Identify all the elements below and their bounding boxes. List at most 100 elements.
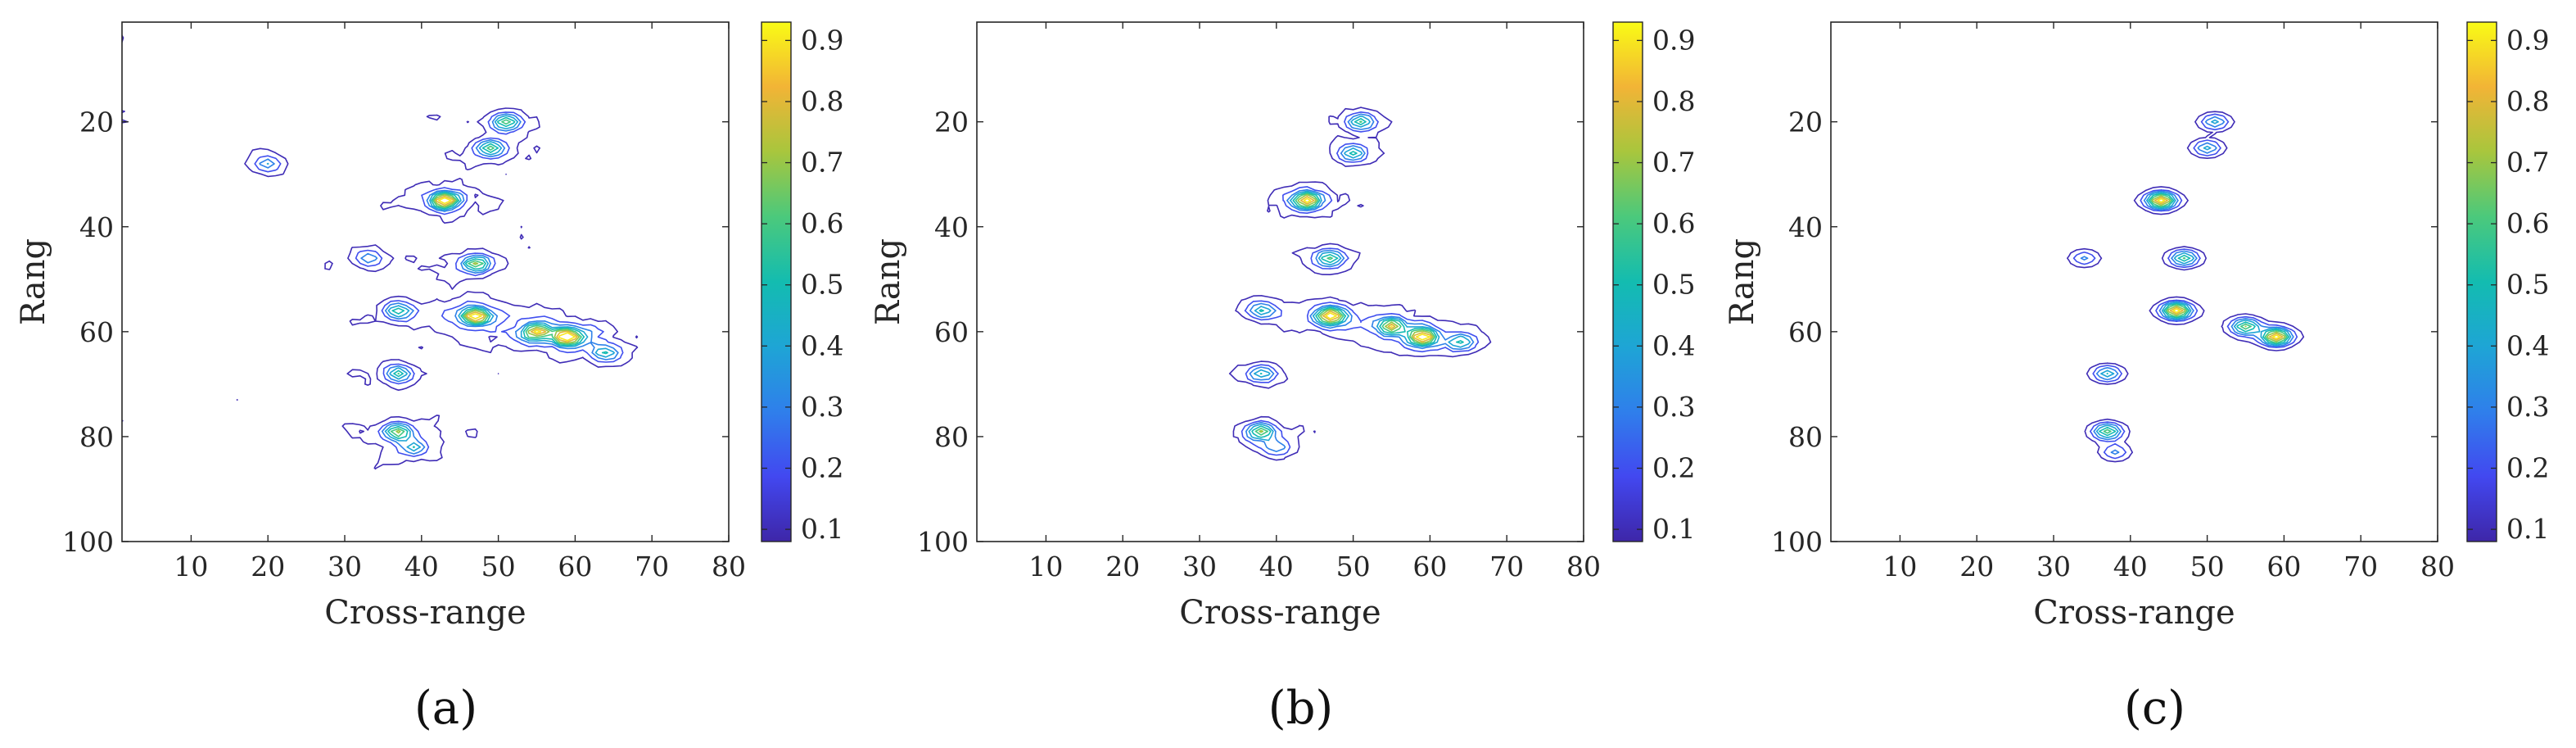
plot-area: [1831, 22, 2438, 542]
x-tick-label: 20: [251, 551, 285, 583]
x-axis-label: Cross-range: [2033, 594, 2235, 632]
colorbar-tick-label: 0.9: [801, 24, 843, 56]
chart-panel: 10 20 30 40 50 60 70 80 20 40 60 80 100 Cross-range Ra…: [1724, 21, 2549, 735]
colorbar-tick-label: 0.6: [1652, 207, 1695, 239]
contour-set: [1228, 107, 1492, 461]
plot-area: [977, 22, 1584, 542]
contour-level: [2067, 111, 2305, 463]
contour-level: [1254, 120, 1436, 436]
x-tick-label: 70: [2343, 551, 2378, 583]
contour-level: [1245, 113, 1475, 452]
colorbar-tick-label: 0.4: [1652, 329, 1695, 361]
contour-level: [1251, 118, 1464, 438]
colorbar-tick-label: 0.3: [801, 391, 843, 423]
contour-level: [438, 197, 576, 342]
colorbar-tick-label: 0.8: [2506, 85, 2549, 117]
x-tick-label: 60: [558, 551, 592, 583]
x-tick-label: 40: [404, 551, 439, 583]
colorbar-tick-label: 0.6: [801, 207, 843, 239]
colorbar-tick-label: 0.5: [801, 269, 843, 301]
contour-level: [2103, 193, 2288, 434]
x-tick-label: 50: [1336, 551, 1371, 583]
x-tick-label: 10: [1882, 551, 1917, 583]
colorbar-tick-label: 0.7: [801, 147, 843, 179]
x-tick-label: 30: [1182, 551, 1217, 583]
x-axis-label: Cross-range: [324, 594, 526, 632]
chart-panel: 10 20 30 40 50 60 70 80 20 40 60 80 100 Cross-range Ra…: [870, 21, 1695, 735]
axes-frame: [121, 21, 730, 542]
contour-level: [390, 119, 582, 437]
contour-level: [2153, 197, 2284, 341]
contour-level: [395, 194, 581, 434]
y-tick-label: 60: [934, 316, 969, 348]
contour-level: [266, 115, 615, 452]
y-axis-label: Rang: [15, 238, 52, 325]
colorbar-tick-label: 0.3: [1652, 391, 1695, 423]
contour-level: [1259, 194, 1435, 433]
colorbar-tick-label: 0.7: [1652, 147, 1695, 179]
y-tick-label: 40: [934, 211, 969, 243]
y-axis-label: Rang: [870, 238, 907, 325]
axes-frame: [1830, 21, 2438, 542]
colorbar: [2466, 21, 2497, 542]
y-tick-label: 60: [79, 316, 114, 348]
contour-level: [2095, 119, 2292, 438]
contour-level: [1248, 116, 1471, 442]
contour-level: [254, 111, 624, 457]
panel-caption: (c): [2124, 682, 2185, 735]
x-tick-label: 70: [635, 551, 669, 583]
y-tick-label: 40: [1788, 211, 1823, 243]
y-tick-label: 80: [79, 421, 114, 453]
x-tick-label: 10: [174, 551, 208, 583]
colorbar-tick-label: 0.5: [2506, 269, 2549, 301]
contour-level: [259, 113, 619, 455]
colorbar: [1612, 21, 1643, 542]
x-tick-label: 80: [2420, 551, 2455, 583]
colorbar-tick-label: 0.1: [801, 513, 843, 545]
x-tick-label: 70: [1489, 551, 1524, 583]
x-tick-label: 80: [1566, 551, 1601, 583]
x-tick-label: 40: [1259, 551, 1294, 583]
x-tick-label: 50: [481, 551, 516, 583]
plot-area: [122, 22, 729, 542]
x-tick-label: 20: [1959, 551, 1994, 583]
y-axis-label: Rang: [1724, 238, 1761, 325]
colorbar-tick-label: 0.4: [2506, 329, 2549, 361]
x-tick-label: 60: [1412, 551, 1447, 583]
contour-level: [1228, 107, 1492, 461]
x-axis-label: Cross-range: [1179, 594, 1381, 632]
panel-caption: (b): [1268, 682, 1334, 735]
x-tick-label: 80: [712, 551, 746, 583]
colorbar-tick-label: 0.2: [2506, 451, 2549, 483]
colorbar-tick-label: 0.9: [1652, 24, 1695, 56]
x-tick-label: 40: [2113, 551, 2148, 583]
y-tick-label: 100: [917, 526, 969, 558]
contour-set: [122, 34, 639, 470]
colorbar-tick-label: 0.5: [1652, 269, 1695, 301]
colorbar-tick-label: 0.4: [801, 329, 843, 361]
y-tick-label: 80: [934, 421, 969, 453]
colorbar-tick-label: 0.9: [2506, 24, 2549, 56]
contour-level: [2151, 195, 2286, 342]
x-tick-label: 50: [2190, 551, 2225, 583]
y-tick-label: 20: [934, 107, 969, 138]
colorbar-tick-label: 0.1: [2506, 513, 2549, 545]
y-tick-label: 100: [1771, 526, 1823, 558]
contour-level: [1241, 111, 1480, 456]
contour-level: [2072, 113, 2298, 460]
x-tick-label: 10: [1028, 551, 1063, 583]
colorbar-tick-label: 0.6: [2506, 207, 2549, 239]
x-tick-label: 60: [2266, 551, 2301, 583]
contour-level: [435, 195, 578, 343]
contour-level: [2080, 116, 2294, 456]
panel-caption: (a): [414, 682, 477, 735]
colorbar: [761, 21, 792, 542]
colorbar-tick-label: 0.8: [801, 85, 843, 117]
chart-panel: 10 20 30 40 50 60 70 80 20 40 60 80 100 Cross-range Ra…: [15, 21, 843, 735]
colorbar-tick-label: 0.1: [1652, 513, 1695, 545]
y-tick-label: 100: [62, 526, 114, 558]
y-tick-label: 20: [1788, 107, 1823, 138]
x-tick-label: 20: [1105, 551, 1140, 583]
contour-set: [2067, 111, 2305, 463]
